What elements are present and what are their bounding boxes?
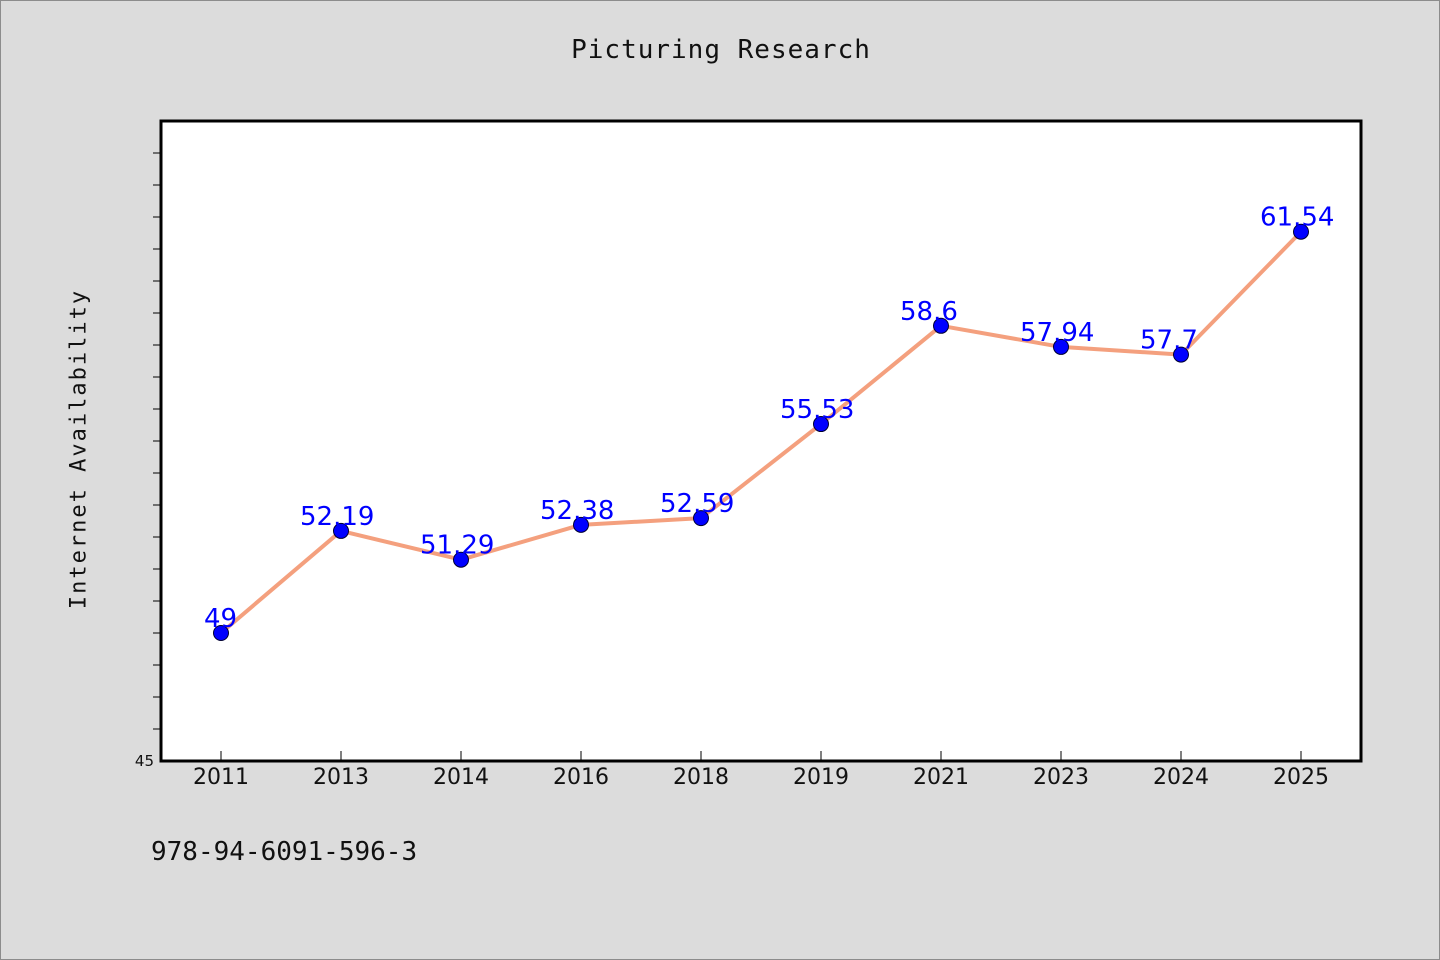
data-point (1293, 223, 1309, 240)
data-label: 57.7 (1140, 326, 1198, 356)
data-point (933, 317, 949, 334)
data-point (213, 625, 229, 641)
x-tick-label: 2025 (1273, 765, 1329, 790)
x-tick-label: 2023 (1033, 765, 1089, 790)
data-markers (213, 223, 1309, 641)
x-tick-label: 2018 (673, 765, 729, 790)
data-label: 52.38 (540, 496, 614, 526)
data-label: 61.54 (1260, 203, 1334, 233)
data-label: 52.59 (660, 489, 734, 519)
data-point (813, 416, 829, 433)
data-labels: 49 52.19 51.29 52.38 52.59 55.53 58.6 57.94 57.7… (204, 203, 1334, 634)
data-label: 55.53 (780, 395, 854, 425)
data-label: 49 (204, 604, 237, 634)
x-tick-label: 2014 (433, 765, 489, 790)
series-line (219, 229, 1303, 635)
data-label: 51.29 (420, 531, 494, 561)
x-tick-label: 2019 (793, 765, 849, 790)
data-point (573, 516, 589, 533)
data-point (693, 510, 709, 527)
y-axis-ticks: 45 (135, 152, 161, 770)
x-tick-label: 2016 (553, 765, 609, 790)
data-point (453, 551, 469, 568)
data-point (1053, 338, 1069, 355)
data-label: 58.6 (900, 297, 958, 327)
plot-area (159, 119, 1363, 763)
chart-title: Picturing Research (571, 35, 871, 65)
data-point (1173, 346, 1189, 363)
x-tick-label: 2011 (193, 765, 249, 790)
x-tick-label: 2021 (913, 765, 969, 790)
isbn-text: 978-94-6091-596-3 (151, 837, 418, 867)
data-point (333, 522, 349, 539)
data-label: 52.19 (300, 502, 374, 532)
x-tick-label: 2013 (313, 765, 369, 790)
y-tick-label: 45 (135, 752, 154, 770)
x-tick-label: 2024 (1153, 765, 1209, 790)
x-axis-ticks: 2011 2013 2014 2016 2018 2019 2021 2023 2024 2025 (193, 751, 1329, 790)
data-label: 57.94 (1020, 318, 1094, 348)
